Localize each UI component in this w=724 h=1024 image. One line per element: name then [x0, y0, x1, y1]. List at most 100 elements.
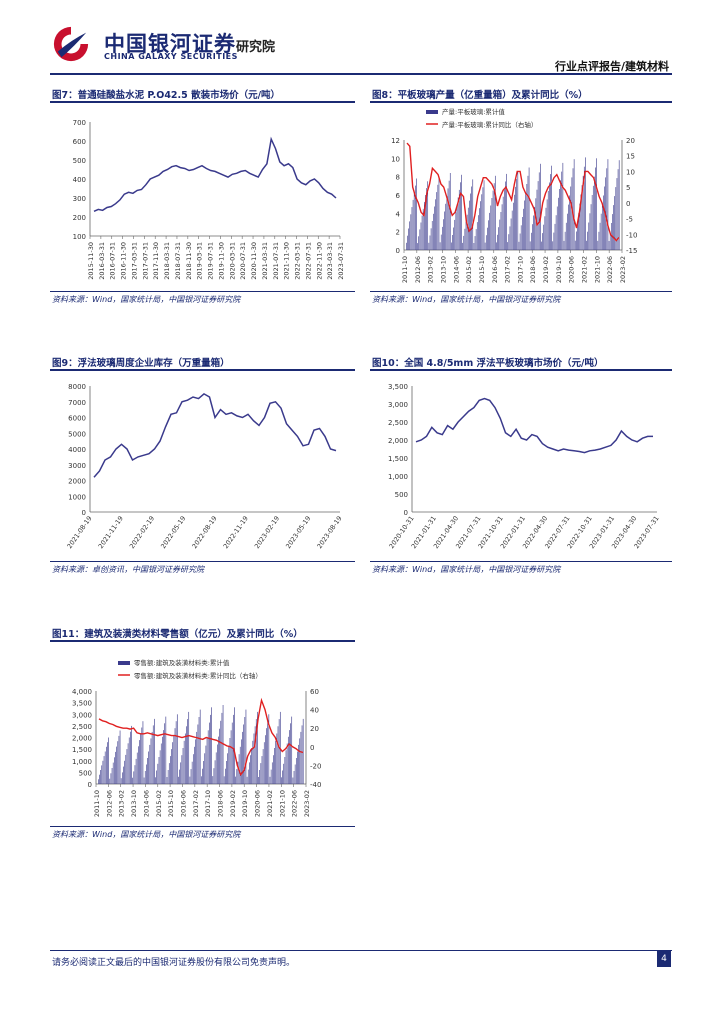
- fig8-x-tick-label: 2019-10: [555, 256, 563, 283]
- fig11-bar: [209, 722, 210, 784]
- fig8-bar: [535, 198, 537, 250]
- fig8-bar: [502, 196, 504, 250]
- fig8-bar: [563, 240, 565, 250]
- fig8-bar: [416, 178, 417, 250]
- fig7-x-tick-label: 2021-03-31: [261, 242, 269, 280]
- fig8-bar: [573, 159, 575, 250]
- fig7-x-tick-label: 2020-11-30: [250, 242, 258, 280]
- fig11-bar: [245, 709, 247, 784]
- fig8-bar: [460, 182, 461, 250]
- fig7-x-tick-label: 2016-03-31: [98, 242, 106, 280]
- fig11-bar: [138, 746, 139, 784]
- fig11-bar: [168, 763, 170, 784]
- institute-label: 研究院: [236, 40, 276, 55]
- fig11-bar: [244, 717, 246, 784]
- fig8-bar: [469, 200, 470, 250]
- fig8-bar: [434, 206, 435, 250]
- fig8-bar: [436, 192, 438, 250]
- fig11-bar: [98, 779, 99, 784]
- fig8-bar: [412, 199, 414, 250]
- fig8-x-tick-label: 2015-02: [465, 256, 473, 283]
- fig8-bar: [567, 213, 568, 250]
- fig11-bar: [140, 733, 141, 784]
- fig11-bar: [221, 712, 223, 784]
- fig8-bar: [445, 203, 447, 250]
- fig9-x-tick-label: 2022-08-19: [190, 515, 218, 551]
- fig8-bar: [503, 189, 505, 250]
- fig11-bar: [111, 768, 113, 784]
- fig8-bar: [431, 221, 433, 250]
- fig8-bar: [462, 242, 463, 250]
- fig7-tick-label: 200: [73, 214, 86, 222]
- fig8-x-tick-label: 2017-10: [516, 256, 524, 283]
- fig11-bar: [250, 755, 251, 784]
- fig8-y2-tick-label: 0: [626, 200, 630, 208]
- fig8-x-tick-label: 2015-10: [478, 256, 486, 283]
- fig8-bar: [440, 234, 442, 250]
- fig7-x-tick-label: 2016-07-31: [109, 242, 117, 280]
- fig11-bar: [282, 770, 283, 784]
- fig8-bar: [541, 241, 542, 250]
- fig7-x-tick-label: 2017-03-31: [130, 242, 138, 280]
- fig8-bar: [481, 194, 483, 250]
- fig11-bar: [255, 719, 257, 784]
- fig8-bar: [442, 226, 443, 250]
- figure-10-source-rule: [370, 561, 672, 562]
- figure-9-rule: [50, 369, 355, 371]
- fig8-bar: [515, 186, 516, 250]
- fig8-y2-tick-label: -10: [626, 231, 637, 239]
- fig11-bar: [201, 776, 202, 784]
- fig11-bar: [230, 730, 232, 784]
- fig7-x-tick-label: 2020-03-31: [228, 242, 236, 280]
- fig11-bar: [174, 728, 176, 784]
- fig11-bar: [247, 769, 249, 784]
- figure-8-source-rule: [370, 291, 672, 292]
- fig7-x-tick-label: 2022-11-30: [315, 242, 323, 280]
- fig11-bar: [100, 770, 101, 784]
- fig11-bar: [102, 760, 104, 785]
- fig8-bar: [617, 169, 619, 250]
- fig11-bar: [220, 720, 222, 784]
- fig11-bar: [212, 776, 214, 784]
- fig11-bar: [214, 760, 216, 784]
- fig11-bar: [186, 726, 187, 784]
- fig8-bar: [579, 203, 581, 250]
- fig11-legend-bar-swatch: [118, 661, 130, 665]
- fig8-bar: [542, 233, 543, 250]
- fig8-bar: [540, 163, 541, 250]
- fig7-x-tick-label: 2020-07-31: [239, 242, 247, 280]
- fig11-bar: [159, 750, 161, 784]
- fig11-x-tick-label: 2015-02: [155, 790, 163, 817]
- fig11-x-tick-label: 2019-10: [241, 790, 249, 817]
- fig7-x-tick-label: 2023-03-31: [326, 242, 334, 280]
- fig8-bar: [485, 235, 487, 250]
- fig8-bar: [561, 171, 563, 250]
- fig11-bar: [239, 746, 241, 784]
- fig11-bar: [112, 762, 114, 784]
- fig8-bar: [493, 183, 495, 250]
- fig11-bar: [271, 762, 273, 784]
- fig8-bar: [407, 235, 408, 250]
- fig8-x-tick-label: 2012-06: [414, 256, 422, 283]
- fig11-bar: [117, 741, 119, 784]
- fig11-bar: [163, 730, 164, 784]
- fig8-bar: [552, 241, 554, 250]
- fig8-bar: [516, 179, 517, 250]
- fig8-bar: [582, 175, 584, 250]
- fig8-bar: [562, 162, 564, 250]
- fig8-bar: [609, 232, 611, 250]
- fig8-y2-tick-label: -15: [626, 247, 637, 255]
- fig8-bar: [506, 173, 507, 250]
- fig8-bar: [613, 205, 614, 250]
- fig8-bar: [420, 222, 422, 250]
- fig8-bar: [610, 223, 612, 250]
- fig8-bar: [600, 213, 602, 250]
- fig8-bar: [473, 243, 475, 250]
- fig8-bar: [564, 231, 566, 250]
- fig11-bar: [292, 777, 294, 784]
- fig11-bar: [226, 761, 227, 784]
- fig8-bar: [517, 171, 519, 250]
- fig8-bar: [554, 223, 556, 250]
- fig11-x-tick-label: 2022-06: [291, 790, 299, 817]
- fig11-bar: [142, 721, 144, 784]
